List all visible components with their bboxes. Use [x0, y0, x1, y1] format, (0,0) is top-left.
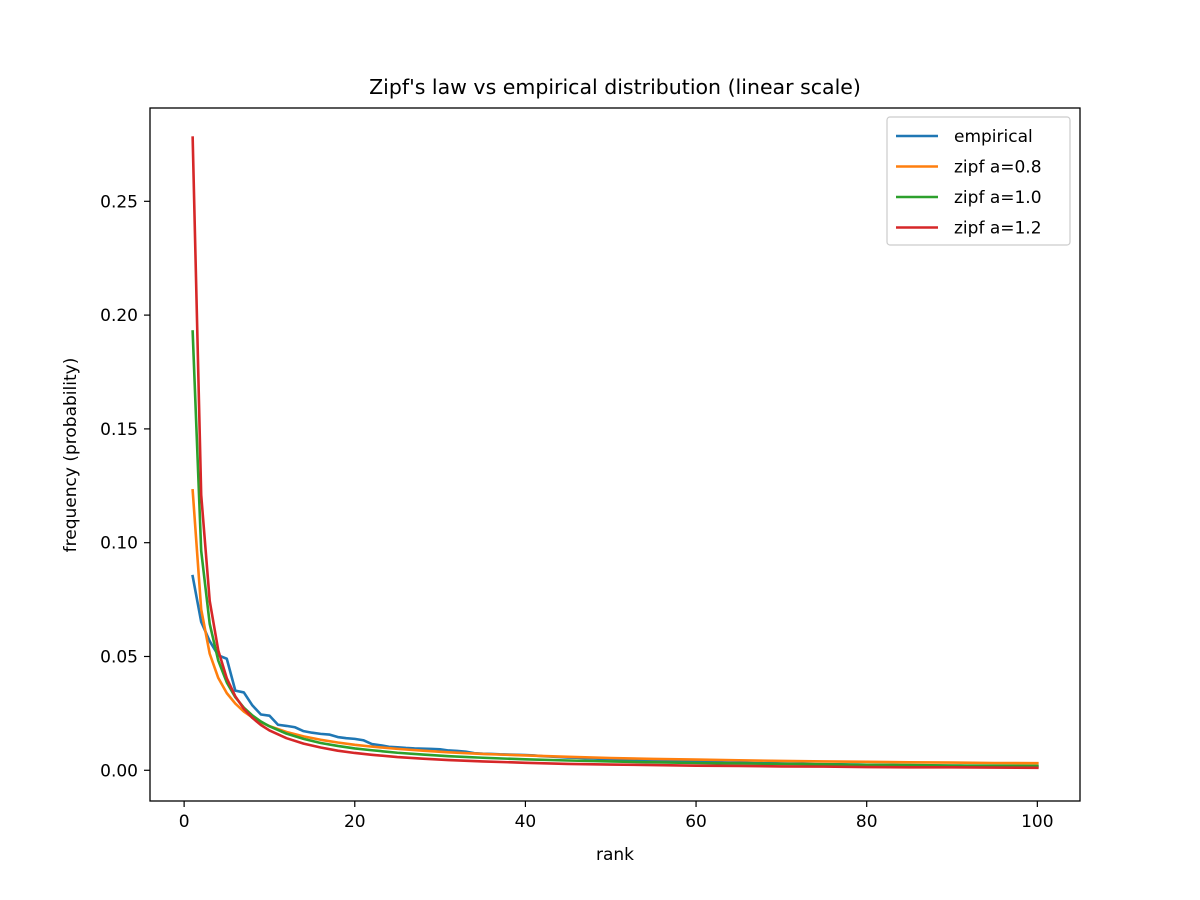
legend-label: zipf a=1.0: [954, 188, 1042, 208]
x-tick-label: 40: [515, 812, 537, 832]
chart-title: Zipf's law vs empirical distribution (li…: [369, 75, 861, 99]
y-tick-label: 0.20: [100, 306, 138, 326]
y-tick-label: 0.00: [100, 761, 138, 781]
legend-box: [886, 116, 1071, 246]
y-tick-label: 0.05: [100, 647, 138, 667]
x-tick-label: 20: [344, 812, 366, 832]
legend: empirical zipf a=0.8 zipf a=1.0 zipf a=1.2: [886, 116, 1071, 246]
x-tick-label: 0: [179, 812, 190, 832]
y-axis-label: frequency (probability): [61, 358, 81, 553]
axes-ticks: 0 20 40 60 80 100 0.00 0.05 0.10 0.15 0.20 0.25: [100, 107, 1081, 832]
series-line-zipf-a-0-8: [191, 488, 1039, 765]
y-tick-label: 0.10: [100, 534, 138, 554]
series-lines: [191, 136, 1039, 770]
x-tick-label: 60: [685, 812, 707, 832]
legend-label: zipf a=0.8: [954, 158, 1042, 178]
plot-area: [191, 136, 1039, 770]
y-tick-label: 0.15: [100, 420, 138, 440]
series-line-zipf-a-1-2: [191, 136, 1039, 770]
x-tick-label: 100: [1021, 812, 1053, 832]
axes-frame: [149, 107, 1081, 802]
y-tick-label: 0.25: [100, 192, 138, 212]
legend-label: empirical: [954, 127, 1033, 147]
x-tick-label: 80: [856, 812, 878, 832]
legend-label: zipf a=1.2: [954, 219, 1042, 239]
x-axis-label: rank: [596, 845, 634, 865]
